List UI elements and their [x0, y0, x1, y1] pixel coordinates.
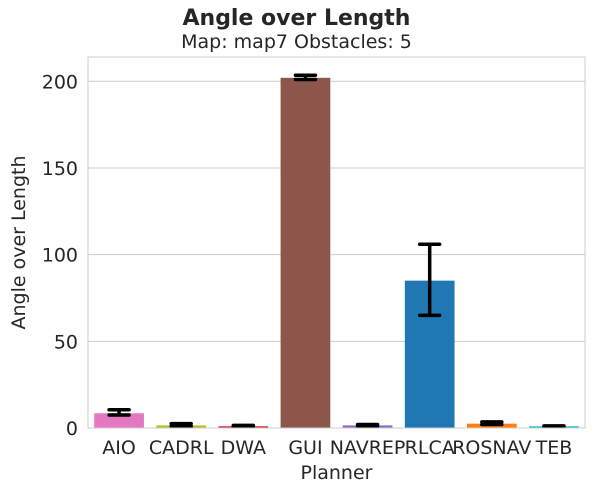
- y-axis-label: Angle over Length: [8, 155, 30, 329]
- x-axis-label: Planner: [301, 462, 373, 484]
- x-tick-label: DWA: [221, 437, 266, 459]
- x-tick-label: ROSNAV: [452, 437, 531, 459]
- x-tick-label: RLCA: [405, 437, 455, 459]
- gridlines: [88, 80, 585, 429]
- y-tick-label: 200: [42, 71, 78, 93]
- x-tick-label: GUI: [288, 437, 322, 459]
- y-tick-label: 150: [42, 158, 78, 180]
- x-tick-label: TEB: [535, 437, 573, 459]
- y-tick-label: 50: [54, 331, 78, 353]
- error-bars: [107, 73, 566, 429]
- plot-frame: [87, 56, 586, 429]
- y-tick-label: 0: [66, 418, 78, 440]
- chart-subtitle: Map: map7 Obstacles: 5: [181, 31, 412, 53]
- bar: [280, 77, 331, 428]
- bar: [94, 413, 144, 428]
- x-tick-label: CADRL: [149, 437, 214, 459]
- y-tick-labels: 0 50 100 150 200: [42, 71, 78, 440]
- x-tick-label: NAVREP: [330, 437, 406, 459]
- x-tick-label: AIO: [102, 437, 136, 459]
- chart-title: Angle over Length: [182, 6, 411, 31]
- y-tick-label: 100: [42, 245, 78, 267]
- bars: [94, 77, 579, 428]
